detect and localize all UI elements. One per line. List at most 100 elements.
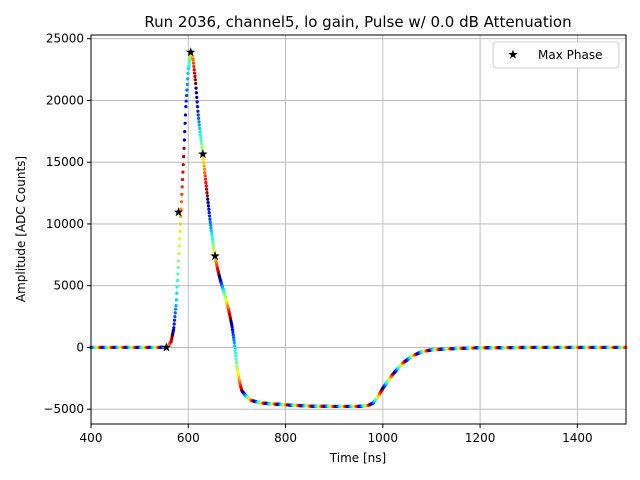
y-tick-label: 5000: [53, 279, 84, 293]
waveform-sample-point: [234, 361, 239, 365]
legend-star-icon: [508, 49, 518, 59]
waveform-sample-point: [174, 298, 178, 302]
waveform-sample-point: [174, 303, 178, 308]
waveform-sample-point: [187, 64, 191, 68]
waveform-sample-point: [185, 82, 189, 86]
waveform-sample-point: [175, 291, 179, 296]
waveform-sample-point: [234, 357, 238, 361]
waveform-sample-point: [230, 328, 235, 332]
waveform-sample-point: [175, 285, 179, 289]
x-tick-label: 600: [177, 431, 200, 445]
waveform-sample-point: [199, 139, 203, 143]
y-tick-label: −5000: [43, 402, 84, 416]
y-tick-label: 10000: [46, 217, 84, 231]
waveform-sample-point: [177, 251, 181, 256]
waveform-sample-point: [209, 226, 213, 230]
waveform-sample-point: [231, 333, 235, 337]
waveform-sample-point: [233, 344, 237, 348]
waveform-sample-point: [233, 351, 238, 355]
waveform-sample-point: [173, 311, 177, 315]
waveform-sample-point: [195, 105, 200, 109]
waveform-sample-point: [196, 109, 200, 113]
waveform-sample-point: [178, 237, 182, 241]
waveform-sample-point: [205, 194, 209, 198]
waveform-sample-point: [206, 200, 210, 205]
waveform-sample-point: [207, 210, 211, 215]
max-phase-star: [161, 342, 172, 352]
waveform-sample-point: [180, 192, 184, 196]
y-tick-label: 15000: [46, 155, 84, 169]
waveform-sample-point: [195, 100, 199, 104]
waveform-sample-point: [197, 120, 201, 124]
max-phase-star: [173, 207, 184, 217]
waveform-sample-point: [202, 167, 207, 171]
legend-label-max-phase: Max Phase: [538, 48, 602, 62]
waveform-sample-point: [202, 164, 206, 168]
waveform-sample-point: [208, 220, 212, 224]
waveform-sample-point: [176, 265, 180, 270]
waveform-sample-point: [187, 62, 191, 66]
waveform-sample-point: [212, 247, 216, 251]
waveform-sample-point: [196, 113, 200, 117]
waveform-sample-point: [207, 207, 211, 211]
waveform-sample-point: [184, 93, 189, 98]
waveform-sample-point: [203, 170, 207, 175]
waveform-sample-point: [203, 174, 207, 178]
waveform-sample-point: [211, 244, 216, 249]
waveform-sample-point: [183, 113, 188, 117]
waveform-sample-point: [191, 58, 195, 62]
waveform-sample-point: [198, 130, 202, 134]
waveform-sample-point: [202, 160, 206, 165]
waveform-sample-point: [176, 272, 180, 276]
waveform-sample-point: [177, 244, 181, 248]
waveform-sample-point: [186, 77, 190, 81]
waveform-sample-point: [172, 326, 176, 330]
legend-box: [492, 41, 620, 69]
waveform-sample-point: [178, 222, 182, 226]
waveform-sample-point: [191, 61, 196, 65]
grid-layer: [90, 35, 626, 424]
max-phase-star: [198, 149, 208, 159]
waveform-sample-point: [232, 341, 236, 345]
waveform-sample-point: [181, 163, 185, 167]
waveform-sample-point: [176, 259, 181, 263]
waveform-sample-point: [188, 57, 192, 61]
waveform-sample-point: [182, 138, 186, 142]
legend: Max Phase: [492, 41, 620, 69]
y-tick-label: 0: [76, 340, 84, 354]
data-points-layer: [89, 52, 628, 409]
waveform-sample-point: [186, 67, 190, 71]
waveform-sample-point: [210, 234, 214, 238]
waveform-sample-point: [199, 136, 203, 140]
waveform-sample-point: [197, 116, 201, 120]
waveform-sample-point: [211, 240, 215, 244]
waveform-sample-point: [204, 180, 208, 185]
waveform-sample-point: [194, 81, 198, 86]
waveform-sample-point: [211, 242, 215, 246]
waveform-sample-point: [182, 155, 186, 159]
waveform-sample-point: [184, 99, 188, 103]
waveform-sample-point: [182, 146, 186, 150]
waveform-sample-point: [181, 170, 185, 174]
chart-title: Run 2036, channel5, lo gain, Pulse w/ 0.…: [144, 13, 571, 31]
waveform-sample-point: [192, 64, 196, 68]
waveform-sample-point: [199, 142, 204, 146]
waveform-sample-point: [179, 207, 183, 211]
max-phase-markers: [161, 47, 220, 352]
waveform-sample-point: [233, 347, 237, 351]
y-axis-label: Amplitude [ADC Counts]: [14, 156, 28, 302]
x-tick-label: 1000: [368, 431, 399, 445]
waveform-sample-point: [201, 157, 205, 161]
waveform-sample-point: [183, 130, 187, 134]
waveform-sample-point: [172, 322, 176, 326]
waveform-sample-point: [232, 336, 236, 340]
waveform-sample-point: [193, 71, 197, 75]
waveform-sample-point: [173, 314, 177, 319]
waveform-sample-point: [175, 278, 180, 283]
waveform-sample-point: [186, 71, 190, 75]
waveform-sample-point: [206, 197, 210, 201]
waveform-sample-point: [210, 237, 215, 241]
waveform-sample-point: [180, 185, 184, 189]
waveform-sample-point: [174, 307, 178, 311]
waveform-sample-point: [179, 214, 183, 219]
